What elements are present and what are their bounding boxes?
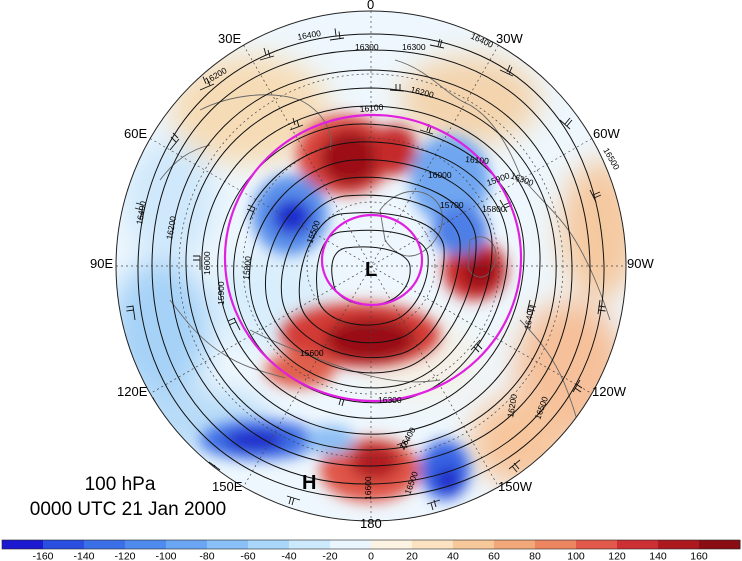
contour-label: 15800 <box>241 255 253 280</box>
colorbar-swatch <box>576 540 618 549</box>
lon-label-60w: 60W <box>593 126 620 141</box>
lon-label-150e: 150E <box>212 479 243 494</box>
colorbar-swatch <box>535 540 577 549</box>
colorbar-swatch <box>2 540 44 549</box>
height-contours <box>137 33 605 499</box>
contour-label: 15900 <box>216 281 226 305</box>
coastlines <box>159 59 611 451</box>
colorbar-tick-label: 60 <box>488 551 500 561</box>
colorbar-outline <box>1 539 741 550</box>
map-border <box>115 10 627 522</box>
colorbar-swatch <box>43 540 85 549</box>
contour-label: 16000 <box>428 170 452 180</box>
colorbar: -160 -140 -120 -100 -80 -60 -40 -20 0 20 40 60 80 100… <box>1 539 741 561</box>
contour-label: 16100 <box>465 154 490 166</box>
contour-label: 16000 <box>202 251 212 275</box>
colorbar-tick-label: 0 <box>368 551 374 561</box>
colorbar-tick-label: -40 <box>281 551 296 561</box>
colorbar-tick-labels: -160 -140 -120 -100 -80 -60 -40 -20 0 20 40 60 80 100… <box>32 551 707 561</box>
contour-label: 16600 <box>363 476 373 500</box>
lon-label-120w: 120W <box>592 384 627 399</box>
colorbar-swatch <box>289 540 331 549</box>
lon-label-150w: 150W <box>498 479 533 494</box>
colorbar-tick-label: 160 <box>690 551 708 561</box>
colorbar-swatch <box>412 540 454 549</box>
colorbar-swatch <box>453 540 495 549</box>
colorbar-tick-label: 100 <box>567 551 585 561</box>
colorbar-swatch <box>84 540 126 549</box>
colorbar-tick-label: -20 <box>322 551 337 561</box>
high-center-marker: H <box>302 472 316 494</box>
colorbar-tick-label: -160 <box>32 551 53 561</box>
low-center-marker: L <box>365 259 377 281</box>
contour-label: 16200 <box>164 215 178 240</box>
colorbar-swatches <box>1 539 741 550</box>
colorbar-swatch <box>699 540 741 549</box>
reference-circles <box>223 113 523 403</box>
graticule <box>116 11 626 521</box>
colorbar-swatch <box>658 540 700 549</box>
colorbar-tick-label: 20 <box>406 551 418 561</box>
contour-label: 16100 <box>359 102 384 114</box>
colorbar-swatch <box>166 540 208 549</box>
colorbar-swatch <box>371 540 413 549</box>
colorbar-swatch <box>248 540 290 549</box>
pressure-level-label: 100 hPa <box>84 474 156 495</box>
longitude-labels: 0 30W 60W 90W 120W 150W 180 150E 120E 90… <box>90 0 654 531</box>
contour-label: 16400 <box>134 200 148 225</box>
contour-label: 16300 <box>402 42 426 52</box>
valid-time-label: 0000 UTC 21 Jan 2000 <box>29 499 227 520</box>
lon-label-90e: 90E <box>90 256 113 271</box>
colorbar-swatch <box>125 540 167 549</box>
contour-label: 15700 <box>440 200 464 210</box>
colorbar-tick-label: -80 <box>199 551 214 561</box>
contour-label: 16400 <box>522 305 536 330</box>
lon-label-0: 0 <box>367 0 374 12</box>
contour-label: 15600 <box>300 348 324 358</box>
contour-label: 16300 <box>355 42 379 52</box>
colorbar-tick-label: -100 <box>155 551 176 561</box>
contour-label: 15800 <box>482 204 506 214</box>
inner-reference-circle <box>320 213 424 307</box>
colorbar-swatch <box>617 540 659 549</box>
lon-label-30w: 30W <box>496 31 523 46</box>
colorbar-tick-label: 40 <box>447 551 459 561</box>
contour-label: 16300 <box>378 395 402 405</box>
wind-barbs <box>126 28 606 511</box>
contour-label: 16200 <box>505 393 519 418</box>
lon-label-60e: 60E <box>124 126 147 141</box>
lon-label-30e: 30E <box>218 31 241 46</box>
outer-reference-circle <box>223 113 523 403</box>
colorbar-tick-label: -120 <box>114 551 135 561</box>
colorbar-tick-label: 120 <box>608 551 626 561</box>
colorbar-swatch <box>494 540 536 549</box>
colorbar-tick-label: 140 <box>649 551 667 561</box>
colorbar-swatch <box>330 540 372 549</box>
contour-label: 16400 <box>297 28 322 42</box>
lon-label-180: 180 <box>360 516 382 531</box>
colorbar-tick-label: -140 <box>73 551 94 561</box>
colorbar-swatch <box>207 540 249 549</box>
lon-label-120e: 120E <box>117 384 148 399</box>
lon-label-90w: 90W <box>627 256 654 271</box>
colorbar-tick-label: -60 <box>240 551 255 561</box>
colorbar-tick-label: 80 <box>529 551 541 561</box>
